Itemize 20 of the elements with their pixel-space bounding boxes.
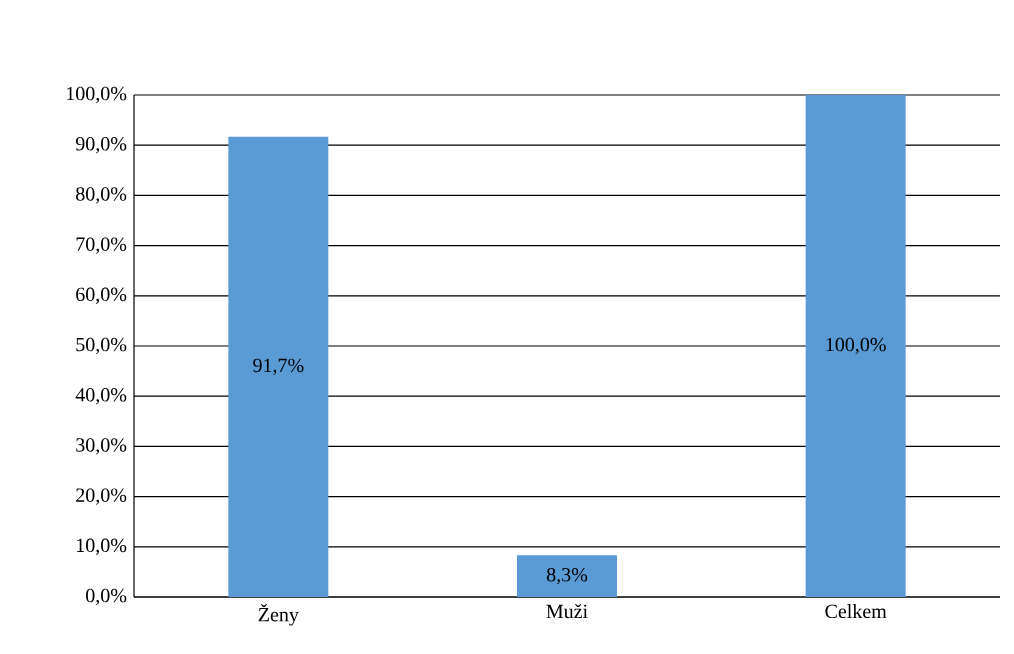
- data-label: 91,7%: [253, 358, 304, 376]
- y-tick-label: 0,0%: [86, 588, 127, 606]
- data-label: 8,3%: [546, 567, 588, 585]
- y-tick-label: 50,0%: [76, 337, 127, 355]
- y-tick-label: 20,0%: [76, 488, 127, 505]
- y-tick-label: 10,0%: [77, 538, 127, 555]
- bar: [517, 555, 617, 597]
- bar: [228, 136, 329, 597]
- bar: [805, 94, 906, 597]
- y-tick-label: 100,0%: [67, 86, 127, 104]
- x-tick-label: Muži: [546, 604, 588, 619]
- y-tick-label: 90,0%: [75, 137, 127, 154]
- x-tick-label: Ženy: [258, 604, 299, 626]
- x-tick-label: Celkem: [825, 604, 887, 619]
- y-tick-label: 80,0%: [76, 187, 127, 204]
- y-tick-label: 30,0%: [76, 438, 127, 455]
- y-tick-label: 40,0%: [75, 388, 127, 405]
- y-tick-label: 70,0%: [76, 237, 127, 254]
- data-label: 100,0%: [826, 337, 886, 355]
- y-tick-label: 60,0%: [76, 287, 127, 304]
